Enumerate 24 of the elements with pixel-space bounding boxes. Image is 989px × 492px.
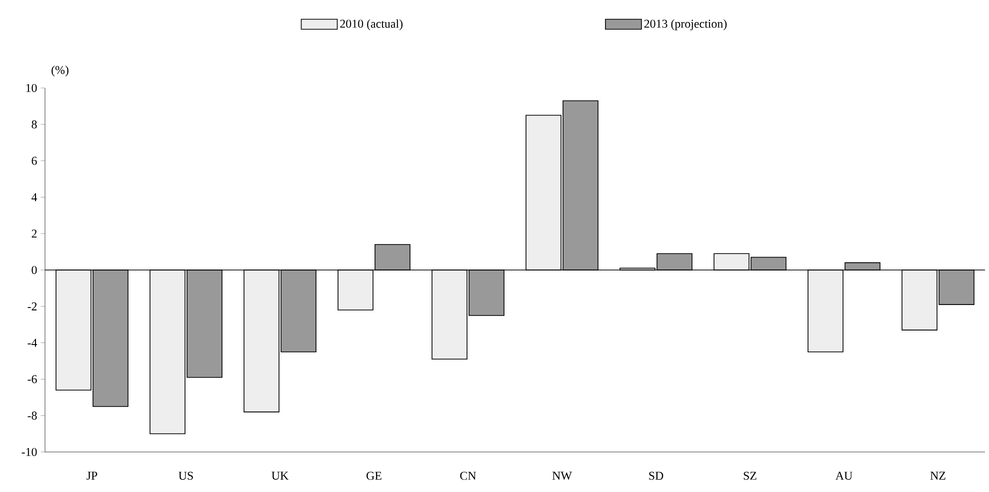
x-tick-label: SD [649, 472, 664, 480]
x-tick-label: GE [366, 472, 382, 480]
y-tick-label: 2 [32, 230, 37, 238]
y-tick-label: 6 [32, 156, 37, 165]
x-tick-label: UK [272, 472, 289, 480]
x-tick-label: NZ [930, 472, 946, 480]
x-tick-label: AU [835, 472, 852, 480]
y-tick-label: -2 [28, 302, 37, 310]
y-tick-label: 8 [32, 120, 37, 128]
y-axis-title: (%) [52, 66, 68, 76]
x-tick-label: US [178, 472, 193, 480]
x-tick-label: SZ [744, 472, 756, 480]
y-tick-label: -4 [28, 338, 38, 347]
y-tick-label: -10 [22, 448, 37, 456]
y-tick-label: 0 [32, 266, 37, 274]
legend-label: 2013 (projection) [644, 19, 727, 30]
y-tick-label: -6 [28, 375, 37, 384]
x-tick-label: JP [86, 472, 98, 480]
y-tick-label: 4 [31, 193, 38, 202]
y-tick-label: -8 [28, 412, 37, 420]
x-tick-label: NW [552, 472, 572, 480]
y-tick-label: 10 [26, 84, 37, 92]
x-tick-label: CN [460, 472, 476, 480]
legend-label: 2010 (actual) [340, 19, 403, 30]
